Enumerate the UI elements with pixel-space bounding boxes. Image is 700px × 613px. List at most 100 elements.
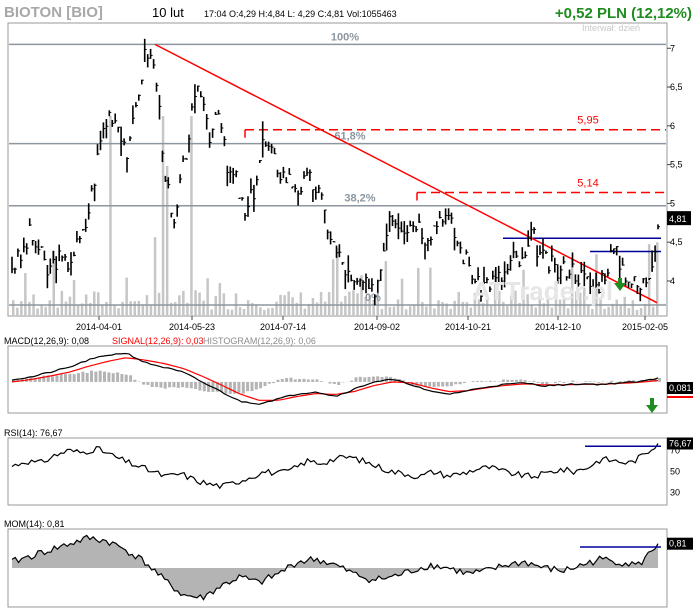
rsi-value-box — [667, 437, 693, 450]
volume-bar — [542, 303, 545, 316]
histogram-bar — [536, 381, 540, 383]
volume-bar — [348, 291, 351, 316]
histogram-bar — [16, 378, 20, 382]
histogram-bar — [358, 376, 362, 382]
session-date: 10 lut — [152, 5, 184, 20]
volume-bar — [214, 295, 217, 316]
histogram-bar — [194, 381, 198, 389]
price-panel: 100% 61,8% 38,2% 0% 5,95 5,14 7 6,5 6 5,5 5 4,5 4 4,8… — [9, 31, 691, 316]
y-tick-label: 6,5 — [670, 82, 683, 92]
volume-bar — [534, 307, 537, 316]
ticker-title: BIOTON [BIO] — [4, 4, 103, 21]
histogram-bar — [380, 377, 384, 382]
volume-bar — [307, 303, 311, 316]
histogram-bar — [259, 381, 263, 389]
histogram-bar — [38, 377, 41, 382]
volume-bar — [101, 305, 104, 316]
volume-bar — [40, 305, 43, 316]
volume-bar — [477, 299, 481, 316]
histogram-bar — [488, 380, 492, 382]
histogram-bar — [584, 381, 588, 382]
histogram-bar — [601, 381, 605, 382]
fib-label: 0% — [365, 292, 381, 304]
volume-bar — [587, 305, 590, 316]
volume-bar — [336, 247, 339, 316]
histogram-bar — [341, 381, 345, 383]
volume-bar — [656, 242, 659, 316]
volume-bar — [575, 291, 578, 316]
histogram-bar — [185, 381, 189, 388]
histogram-bar — [350, 380, 354, 382]
volume-bar — [437, 300, 440, 316]
volume-bar — [174, 302, 177, 316]
histogram-bar — [428, 381, 432, 387]
volume-bar — [364, 297, 367, 316]
histogram-bar — [532, 380, 536, 382]
x-tick-label: 2015-02-05 — [622, 322, 668, 332]
mom-legend: MOM(14): 0,81 — [4, 519, 65, 529]
volume-bar — [109, 116, 112, 316]
volume-bar — [635, 309, 639, 316]
histogram-bar — [423, 381, 427, 387]
histogram-bar — [493, 381, 497, 382]
volume-bar — [97, 292, 100, 316]
volume-bar — [558, 299, 562, 316]
volume-bar — [327, 292, 331, 316]
histogram-bar — [68, 373, 72, 382]
volume-bar — [376, 292, 379, 316]
histogram-bar — [246, 381, 250, 392]
volume-bar — [607, 306, 610, 316]
histogram-bar — [289, 377, 293, 382]
rsi-tick-label: 50 — [670, 467, 680, 477]
histogram-bar — [632, 380, 635, 382]
price-series — [11, 38, 660, 306]
histogram-bar — [276, 379, 280, 382]
volume-bar — [246, 300, 250, 316]
macd-line — [11, 352, 659, 405]
histogram-bar — [228, 381, 232, 394]
histogram-bar — [454, 381, 458, 385]
histogram-bar — [298, 379, 302, 382]
resistance-label: 5,14 — [577, 178, 598, 190]
histogram-bar — [254, 381, 258, 390]
volume-bar — [392, 306, 396, 316]
histogram-bar — [111, 373, 115, 382]
macd-value-box — [667, 382, 693, 394]
volume-bar — [404, 309, 408, 316]
histogram-bar — [77, 373, 80, 382]
volume-bar — [631, 300, 635, 316]
histogram-bar — [315, 379, 319, 382]
mom-line — [11, 534, 659, 601]
y-tick-label: 7 — [670, 43, 675, 53]
histogram-bar — [202, 381, 206, 392]
histogram-bar — [46, 375, 50, 382]
current-price-label: 4,81 — [669, 214, 687, 224]
volume-bar — [275, 301, 278, 316]
volume-bar — [165, 166, 169, 316]
volume-bar — [56, 307, 59, 316]
volume-bar — [28, 301, 31, 316]
histogram-bar — [181, 381, 185, 388]
volume-bar — [105, 302, 108, 316]
rsi-panel-frame — [7, 437, 668, 506]
volume-bar — [153, 237, 157, 316]
volume-bar — [169, 302, 173, 316]
volume-bar — [206, 278, 209, 316]
histogram-bar — [597, 381, 601, 383]
volume-bar — [194, 290, 197, 316]
histogram-bar — [471, 381, 475, 382]
histogram-bar — [619, 381, 622, 382]
volume-bar — [226, 309, 230, 316]
histogram-bar — [241, 381, 245, 394]
volume-bar — [550, 307, 554, 316]
histogram-bar — [497, 381, 501, 382]
volume-bars — [12, 116, 659, 316]
histogram-bar — [64, 374, 67, 382]
histogram-bar — [445, 381, 449, 387]
volume-bar — [24, 273, 27, 316]
fib-label: 61,8% — [334, 131, 365, 143]
volume-bar — [522, 269, 525, 316]
volume-bar — [36, 308, 39, 316]
histogram-bar — [311, 379, 315, 382]
volume-bar — [182, 290, 185, 316]
